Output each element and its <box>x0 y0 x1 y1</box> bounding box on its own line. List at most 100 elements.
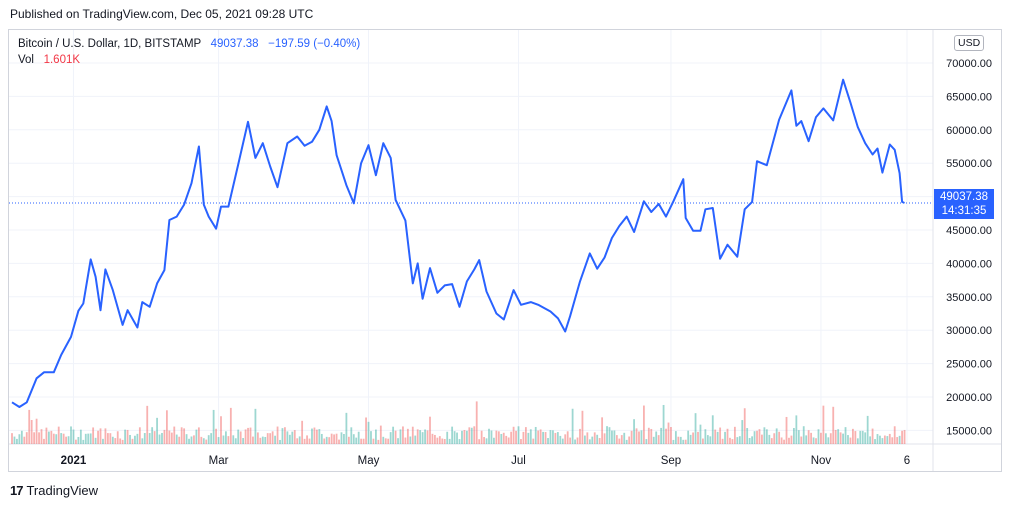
volume-bar <box>215 428 217 444</box>
volume-bar <box>559 435 562 444</box>
volume-bar <box>527 432 530 444</box>
volume-bar <box>746 428 749 444</box>
volume-bar <box>635 428 638 444</box>
volume-label[interactable]: Vol <box>18 54 34 66</box>
volume-bar <box>33 432 36 444</box>
volume-bar <box>75 439 77 444</box>
volume-bar <box>483 437 485 444</box>
volume-bar <box>38 432 40 444</box>
volume-bar <box>166 410 168 444</box>
volume-bar <box>375 429 377 444</box>
volume-bar <box>839 432 842 444</box>
volume-bar <box>470 427 473 444</box>
volume-bar <box>178 436 181 444</box>
y-tick-label: 30000.00 <box>946 325 992 337</box>
volume-bar <box>45 427 48 444</box>
volume-bar <box>876 434 879 444</box>
volume-bar <box>434 434 436 444</box>
volume-bar <box>554 432 557 444</box>
volume-bar <box>116 431 119 444</box>
volume-bar <box>537 430 540 444</box>
volume-bar <box>544 432 547 444</box>
price-tag-value: 49037.38 <box>940 191 988 203</box>
volume-bar <box>463 430 466 444</box>
volume-bar <box>748 437 751 444</box>
volume-bar <box>170 432 173 444</box>
volume-bar <box>640 430 643 444</box>
volume-bar <box>298 436 301 444</box>
volume-bar <box>579 428 581 444</box>
volume-bar <box>783 439 785 444</box>
volume-bar <box>837 429 840 444</box>
volume-bar <box>495 430 498 444</box>
volume-bar <box>465 430 468 444</box>
volume-bar <box>284 427 286 444</box>
volume-bar <box>261 436 264 444</box>
volume-bar <box>392 426 395 444</box>
volume-bar <box>340 432 343 444</box>
volume-bar <box>180 427 183 444</box>
volume-bar <box>306 435 308 444</box>
volume-bar <box>655 431 658 444</box>
volume-bar <box>389 432 392 444</box>
volume-bar <box>384 438 387 444</box>
volume-bar <box>650 428 653 444</box>
volume-bar <box>689 434 692 444</box>
volume-bar <box>330 433 333 444</box>
volume-bar <box>269 433 272 444</box>
y-tick-label: 40000.00 <box>946 258 992 270</box>
volume-bar <box>146 405 149 444</box>
volume-bar <box>692 432 694 444</box>
volume-bar <box>741 420 744 444</box>
volume-bar <box>151 427 154 444</box>
volume-bar <box>886 436 889 444</box>
volume-bar <box>28 409 31 444</box>
volume-bar <box>473 426 476 444</box>
volume-bar <box>726 428 729 444</box>
price-chart[interactable]: 15000.00 20000.00 25000.00 30000.00 35000.00… <box>9 30 1001 471</box>
footer[interactable]: 17 TradingView <box>10 483 98 498</box>
volume-bar <box>854 431 857 444</box>
volume-bar <box>62 433 65 444</box>
volume-bar <box>820 432 822 444</box>
currency-button[interactable]: USD <box>954 35 985 51</box>
x-tick-label: Mar <box>209 455 229 467</box>
volume-bar <box>451 426 454 444</box>
volume-bar <box>478 439 481 444</box>
volume-bar <box>706 435 709 444</box>
volume-bar <box>638 431 640 444</box>
volume-bar <box>679 436 682 444</box>
volume-bar <box>104 428 107 444</box>
volume-bar <box>308 438 311 444</box>
volume-bar <box>822 405 825 444</box>
volume-bar <box>126 429 129 444</box>
volume-bar <box>453 431 456 444</box>
volume-bar <box>362 438 365 444</box>
volume-bar <box>736 437 739 444</box>
volume-bar <box>89 433 92 444</box>
volume-bar <box>792 428 795 444</box>
symbol-label[interactable]: Bitcoin / U.S. Dollar, 1D, BITSTAMP <box>18 38 201 50</box>
volume-bar <box>72 429 75 444</box>
volume-bar <box>515 430 517 444</box>
volume-bar <box>869 436 872 444</box>
volume-bar <box>630 430 633 444</box>
volume-bar <box>190 436 193 444</box>
volume-bar <box>163 429 166 444</box>
volume-bar <box>534 426 537 444</box>
volume-bar <box>824 433 827 444</box>
volume-bar <box>18 434 21 444</box>
volume-bar <box>542 431 544 444</box>
volume-bar <box>438 436 441 444</box>
volume-bar <box>606 426 608 444</box>
volume-bar <box>318 429 321 444</box>
volume-bar <box>618 438 621 444</box>
volume-bar <box>281 428 284 444</box>
volume-bar <box>603 433 606 444</box>
volume-bar <box>520 439 522 444</box>
chart-frame[interactable]: 15000.00 20000.00 25000.00 30000.00 35000.00… <box>8 29 1002 472</box>
volume-bar <box>694 413 697 444</box>
volume-bar <box>92 427 95 444</box>
volume-bar <box>30 419 33 444</box>
volume-bar <box>652 436 655 444</box>
